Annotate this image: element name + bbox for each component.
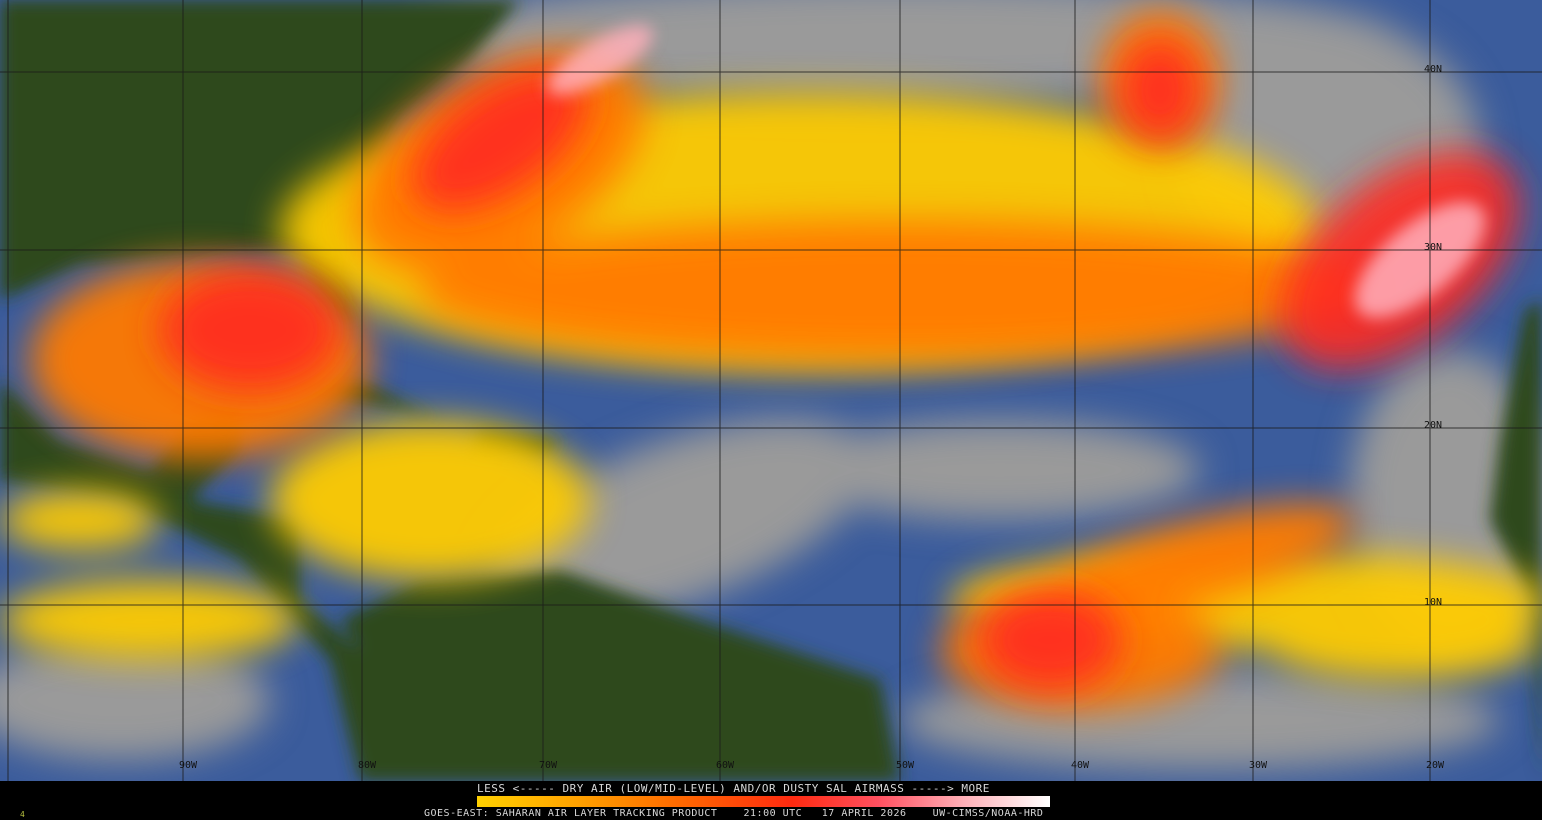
sal-map	[0, 0, 1542, 781]
land	[0, 0, 1542, 781]
legend-title: LESS <----- DRY AIR (LOW/MID-LEVEL) AND/…	[477, 782, 990, 795]
longitude-label: 60W	[716, 760, 735, 771]
longitude-label: 80W	[358, 760, 377, 771]
latitude-label: 40N	[1424, 64, 1443, 75]
latitude-label: 30N	[1424, 242, 1443, 253]
longitude-label: 90W	[179, 760, 198, 771]
sal-pink	[547, 25, 1486, 318]
longitude-label: 30W	[1249, 760, 1268, 771]
latitude-label: 10N	[1424, 597, 1443, 608]
longitude-label: 70W	[539, 760, 558, 771]
longitude-label: 50W	[896, 760, 915, 771]
lat-lon-grid	[0, 0, 1542, 781]
corner-mark: 4	[20, 810, 25, 819]
longitude-label: 20W	[1426, 760, 1445, 771]
legend-color-bar	[477, 796, 1050, 807]
product-caption: GOES-EAST: SAHARAN AIR LAYER TRACKING PR…	[424, 808, 1044, 819]
longitude-label: 40W	[1071, 760, 1090, 771]
latitude-label: 20N	[1424, 420, 1443, 431]
